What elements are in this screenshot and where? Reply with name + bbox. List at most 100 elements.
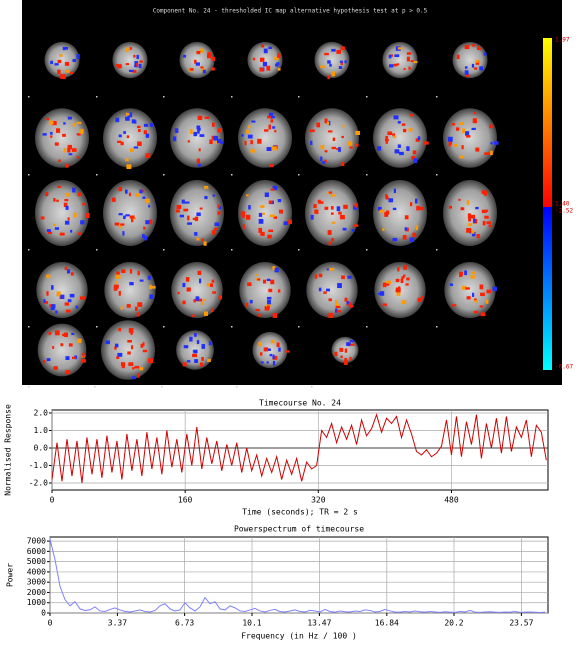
activation-blob [197,129,200,134]
activation-blob [192,217,197,220]
activation-blob [272,354,275,360]
activation-blob [55,310,58,314]
chart-title: Powerspectrum of timecourse [234,525,364,534]
activation-blob [413,234,417,238]
activation-blob [268,46,273,50]
activation-blob [342,124,345,128]
activation-blob [190,129,193,135]
activation-blob [46,358,51,362]
activation-blob [199,207,203,210]
brain-slice [37,323,87,377]
activation-blob [55,128,61,133]
activation-blob [466,296,471,300]
x-tick-label: 10.1 [242,619,261,628]
activation-blob [268,112,274,116]
activation-blob [260,361,264,364]
plot-area [51,409,549,491]
activation-blob [62,333,67,337]
activation-blob [240,211,246,216]
activation-blob [266,65,271,71]
activation-blob [182,54,187,58]
activation-blob [349,146,353,149]
activation-blob [127,112,133,118]
brain-slice [170,108,224,168]
activation-blob [260,205,265,208]
activation-blob [479,284,484,290]
activation-blob [322,161,325,164]
activation-blob [263,48,268,54]
activation-blob [267,305,270,310]
brain-slice [443,180,497,246]
activation-blob [264,129,269,132]
activation-blob [245,214,251,220]
activation-blob [211,279,215,283]
activation-blob [133,120,137,124]
grid-dot [28,386,30,388]
activation-blob [137,302,143,307]
activation-blob [244,140,247,146]
activation-blob [410,113,414,117]
activation-blob [64,198,69,202]
activation-blob [255,308,260,312]
activation-blob [332,137,336,142]
activation-blob [80,220,85,225]
activation-blob [210,67,215,71]
activation-blob [149,123,153,127]
activation-blob [176,204,182,209]
activation-blob [267,234,272,239]
activation-blob [271,146,277,151]
activation-blob [217,211,221,215]
activation-blob [408,66,411,70]
brain-slice [171,261,223,319]
activation-blob [63,147,67,153]
activation-blob [175,209,180,213]
y-tick-label: 2.0 [34,408,49,417]
activation-blob [456,127,460,131]
activation-blob [118,327,122,332]
activation-blob [482,220,486,226]
activation-blob [242,214,245,218]
activation-blob [187,222,193,225]
activation-blob [347,275,352,279]
activation-blob [201,344,206,349]
activation-blob [268,124,272,130]
activation-blob [310,140,313,146]
activation-blob [114,346,117,350]
activation-blob [417,136,421,141]
activation-blob [57,69,61,75]
activation-blob [133,54,136,58]
activation-blob [335,305,341,309]
grid-dot [231,249,233,251]
activation-blob [117,64,122,69]
activation-blob [137,125,141,129]
activation-blob [64,266,68,271]
activation-blob [266,147,272,151]
plot-area [49,536,549,614]
activation-blob [113,287,118,291]
activation-blob [248,125,251,129]
activation-blob [272,126,276,129]
grid-dot [436,96,438,98]
activation-blob [132,367,135,370]
activation-blob [408,127,413,132]
activation-blob [392,207,397,211]
activation-blob [326,121,330,125]
activation-blob [277,67,281,71]
activation-blob [266,361,269,364]
activation-blob [343,204,348,209]
activation-blob [278,347,281,352]
activation-blob [494,141,499,145]
activation-blob [149,219,153,225]
activation-blob [136,62,139,67]
activation-blob [129,269,133,274]
brain-slice [103,108,157,168]
activation-blob [272,313,278,318]
activation-blob [54,63,59,66]
activation-blob [347,141,353,146]
activation-blob [393,135,397,139]
activation-blob [320,145,325,150]
activation-blob [264,192,269,197]
activation-blob [330,206,334,210]
grid-dot [231,96,233,98]
